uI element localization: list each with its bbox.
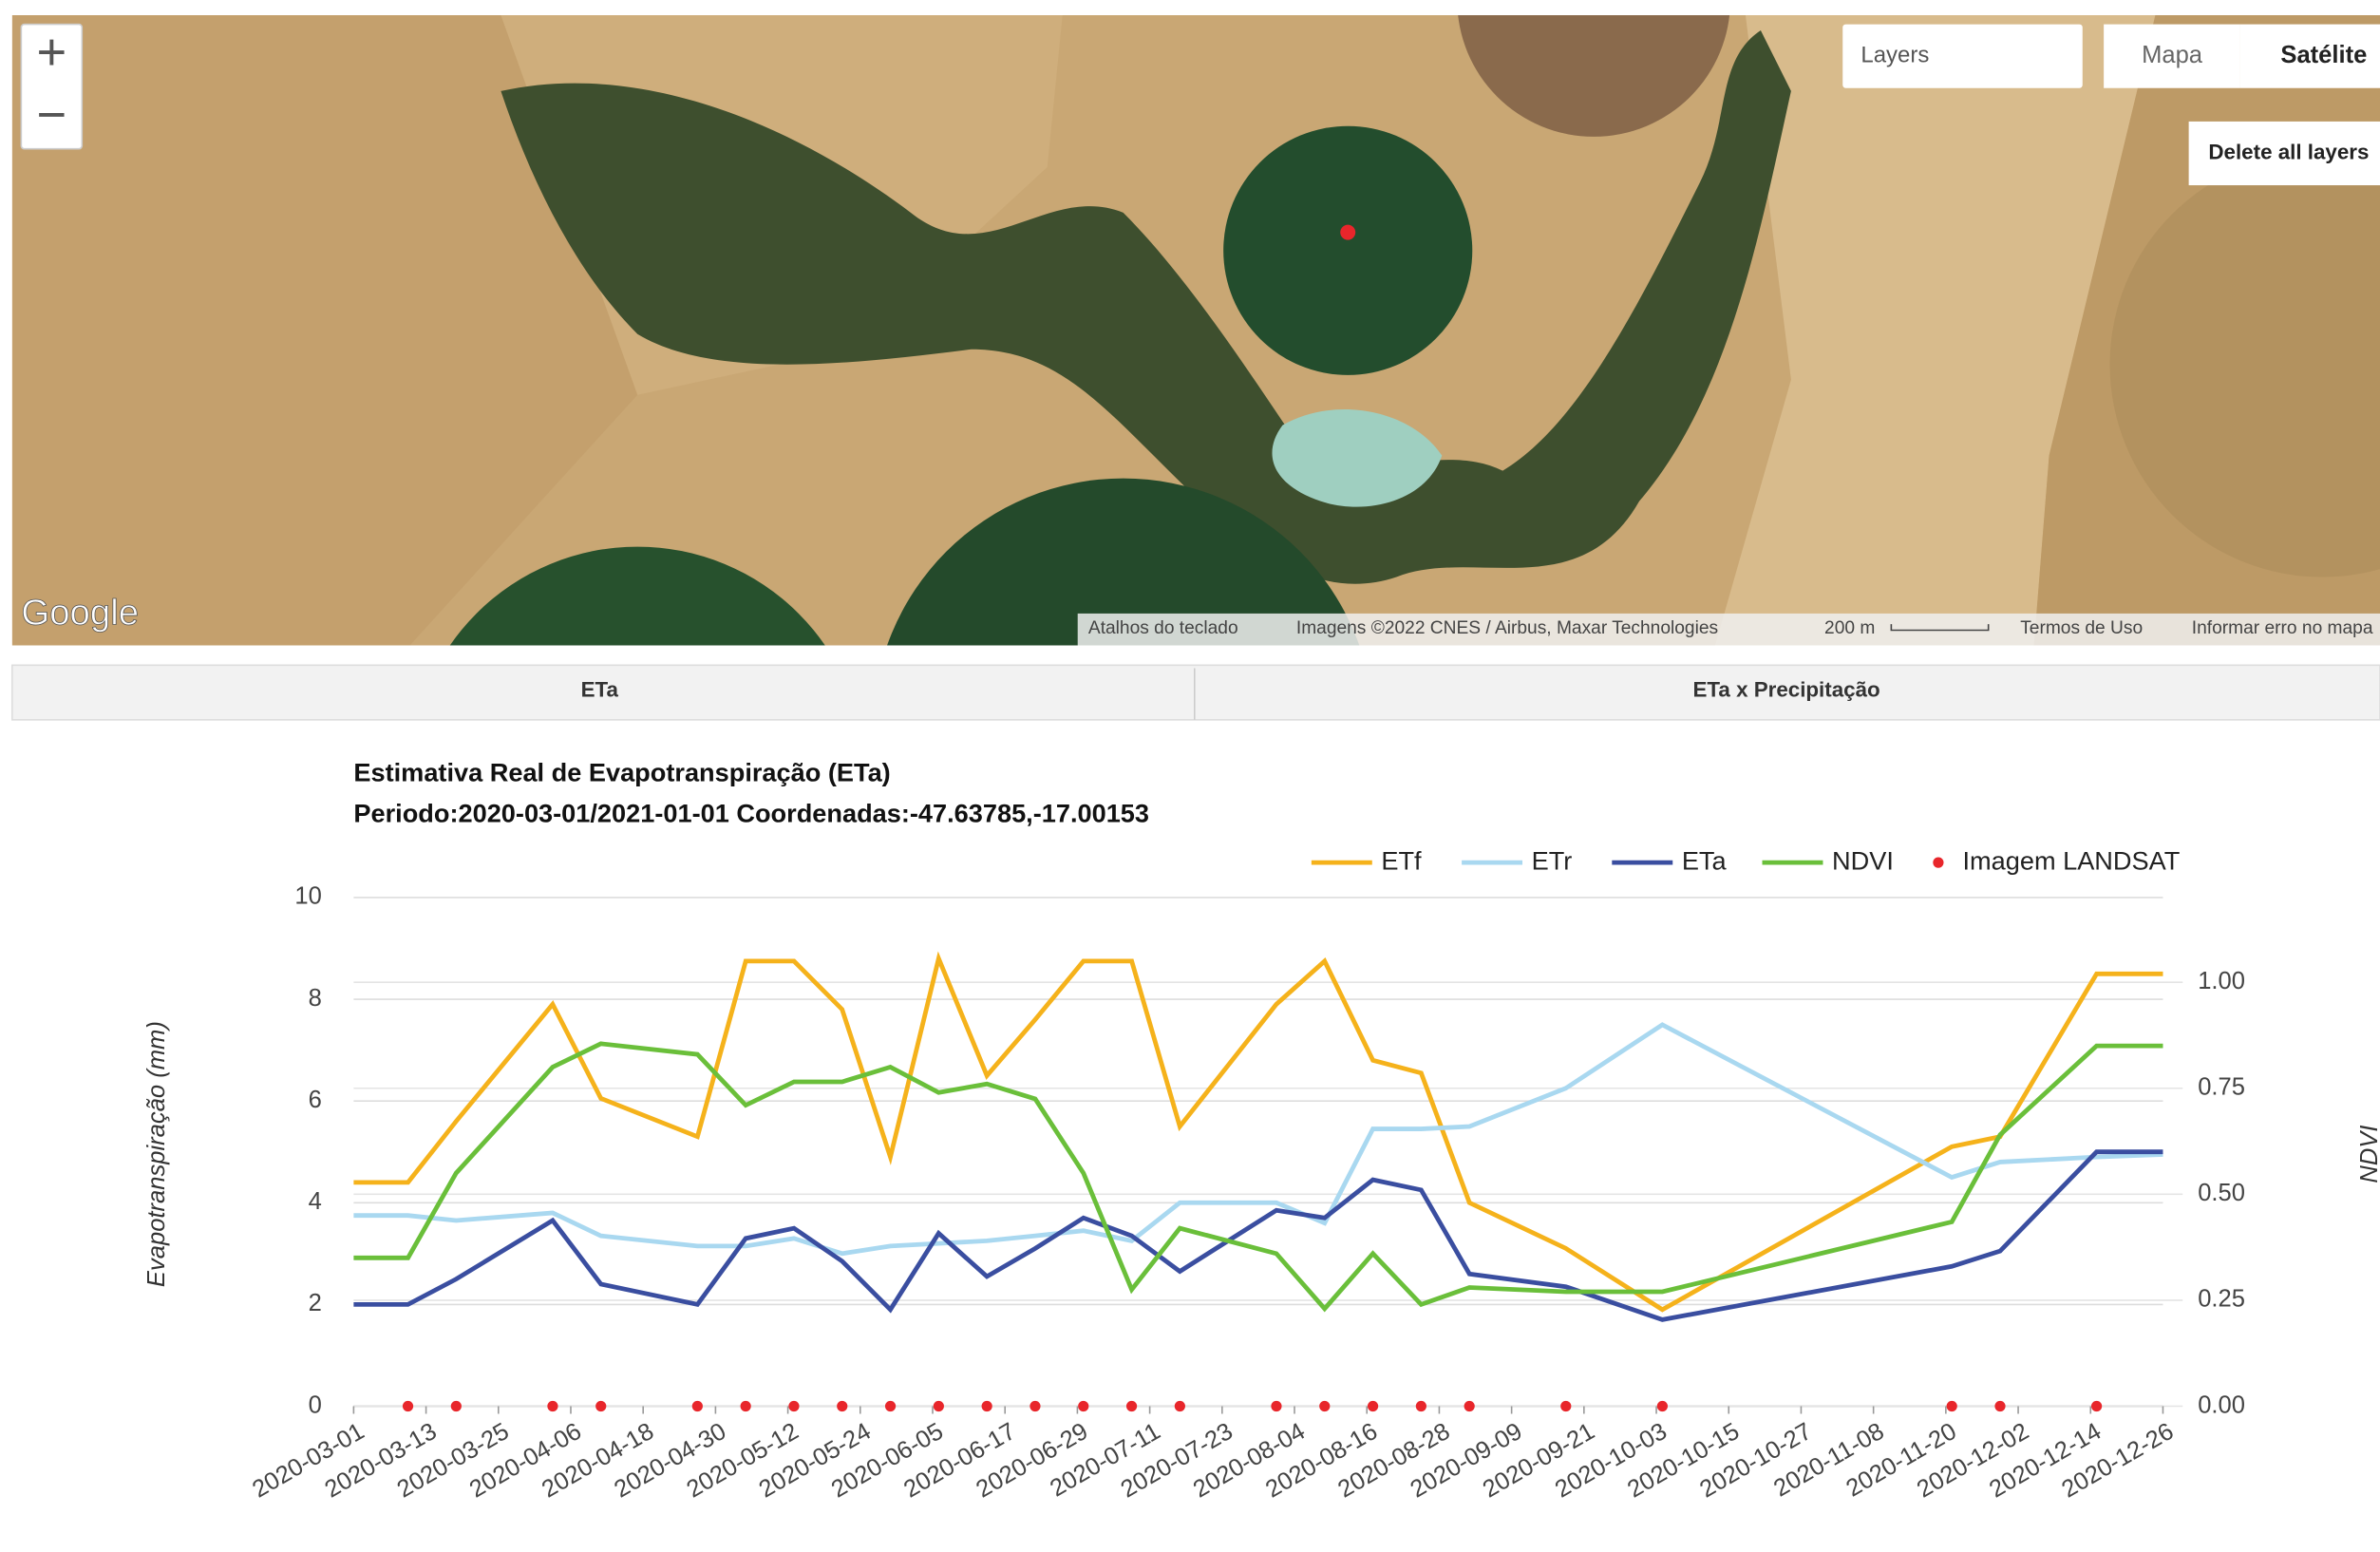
y2-axis-title: NDVI <box>2356 1126 2380 1183</box>
landsat-point <box>2091 1401 2102 1411</box>
chart-title: Estimativa Real de Evapotranspiração (ET… <box>353 758 890 787</box>
page: + − Layers Mapa Satélite Delete all laye… <box>0 0 2380 1552</box>
landsat-point <box>1994 1401 2005 1411</box>
landsat-point <box>1126 1401 1137 1411</box>
tab[interactable]: ETa <box>581 677 619 701</box>
landsat-point <box>1175 1401 1185 1411</box>
landsat-point <box>934 1401 944 1411</box>
y-axis-title: Evapotranspiração (mm) <box>143 1021 170 1287</box>
legend-label: NDVI <box>1832 845 1894 875</box>
landsat-point <box>982 1401 992 1411</box>
zoom-in[interactable]: + <box>36 24 66 82</box>
landsat-point <box>403 1401 413 1411</box>
landsat-point <box>1078 1401 1088 1411</box>
y-tick-label: 10 <box>294 883 321 910</box>
series-line <box>353 1044 2163 1309</box>
landsat-point <box>885 1401 896 1411</box>
y2-tick-label: 0.25 <box>2198 1286 2245 1313</box>
terms-link[interactable]: Termos de Uso <box>2020 618 2143 638</box>
delete-button-label[interactable]: Delete all layers <box>2208 140 2369 163</box>
google-logo: Google <box>21 593 139 634</box>
legend-marker <box>1933 858 1943 868</box>
landsat-point <box>837 1401 847 1411</box>
landsat-point <box>1464 1401 1475 1411</box>
landsat-point <box>547 1401 557 1411</box>
y2-tick-label: 0.50 <box>2198 1180 2245 1206</box>
landsat-point <box>788 1401 799 1411</box>
landsat-point <box>1657 1401 1668 1411</box>
y2-tick-label: 1.00 <box>2198 968 2245 994</box>
imagery-credit: Imagens ©2022 CNES / Airbus, Maxar Techn… <box>1296 618 1718 638</box>
landsat-point <box>741 1401 751 1411</box>
landsat-point <box>1319 1401 1330 1411</box>
y-tick-label: 6 <box>309 1087 322 1113</box>
landsat-point <box>692 1401 703 1411</box>
legend-label: ETr <box>1532 845 1573 875</box>
legend-label: ETa <box>1682 845 1728 875</box>
map-type-label[interactable]: Mapa <box>2142 42 2203 68</box>
series-line <box>353 958 2163 1310</box>
y-tick-label: 8 <box>309 985 322 1012</box>
landsat-point <box>451 1401 462 1411</box>
zoom-out[interactable]: − <box>36 85 66 143</box>
scale-label: 200 m <box>1824 618 1875 638</box>
tab[interactable]: ETa x Precipitação <box>1693 677 1880 701</box>
landsat-point <box>1947 1401 1957 1411</box>
y-tick-label: 0 <box>309 1391 322 1418</box>
chart-subtitle: Periodo:2020-03-01/2021-01-01 Coordenada… <box>353 799 1149 828</box>
landsat-point <box>1416 1401 1426 1411</box>
legend-label: Imagem LANDSAT <box>1962 845 2180 875</box>
satellite-type-label[interactable]: Satélite <box>2280 42 2367 68</box>
landsat-point <box>1271 1401 1281 1411</box>
y-tick-label: 4 <box>309 1188 322 1215</box>
landsat-point <box>1029 1401 1040 1411</box>
keyboard-shortcuts[interactable]: Atalhos do teclado <box>1088 618 1238 638</box>
landsat-point <box>1560 1401 1571 1411</box>
y2-tick-label: 0.75 <box>2198 1074 2245 1101</box>
tab-bar <box>12 665 2380 720</box>
report-error-link[interactable]: Informar erro no mapa <box>2192 618 2373 638</box>
landsat-point <box>1368 1401 1378 1411</box>
landsat-point <box>595 1401 606 1411</box>
y-tick-label: 2 <box>309 1290 322 1316</box>
attribution-bar <box>1078 614 2380 646</box>
layers-placeholder: Layers <box>1861 42 1929 67</box>
y2-tick-label: 0.00 <box>2198 1391 2245 1418</box>
legend-label: ETf <box>1381 845 1422 875</box>
